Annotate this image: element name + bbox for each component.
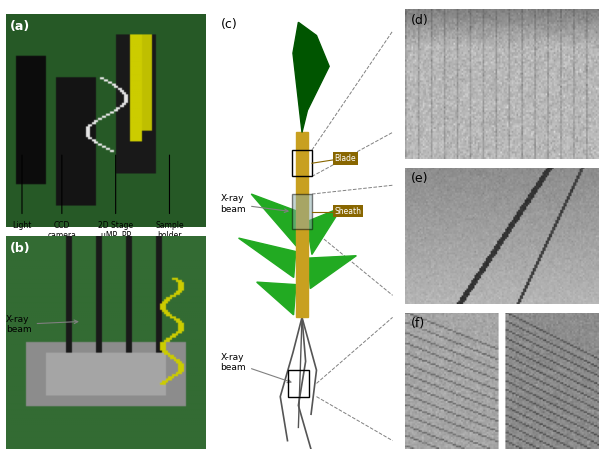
Bar — [292, 194, 312, 229]
Bar — [295, 133, 308, 317]
Text: Sample
holder: Sample holder — [155, 221, 184, 240]
Bar — [292, 150, 312, 177]
Text: (e): (e) — [411, 172, 428, 185]
Text: (a): (a) — [10, 20, 30, 33]
Text: (f): (f) — [411, 317, 425, 331]
Text: Light: Light — [12, 221, 31, 230]
Text: 2D Stage
μMP  PP: 2D Stage μMP PP — [98, 221, 133, 240]
Text: X-ray
beam: X-ray beam — [6, 315, 78, 334]
Polygon shape — [308, 256, 356, 289]
Polygon shape — [307, 207, 342, 255]
Text: X-ray
beam: X-ray beam — [220, 194, 288, 214]
Text: (d): (d) — [411, 14, 428, 27]
Polygon shape — [239, 238, 296, 277]
Polygon shape — [251, 194, 301, 246]
Polygon shape — [257, 282, 296, 315]
Polygon shape — [293, 22, 329, 133]
Text: Sheath: Sheath — [335, 207, 362, 216]
Text: X-ray
beam: X-ray beam — [220, 353, 291, 383]
Bar — [288, 370, 309, 397]
Text: (b): (b) — [10, 242, 31, 256]
Text: (c): (c) — [220, 18, 237, 31]
Text: Blade: Blade — [335, 154, 356, 163]
Text: CCD
camera: CCD camera — [47, 221, 76, 240]
